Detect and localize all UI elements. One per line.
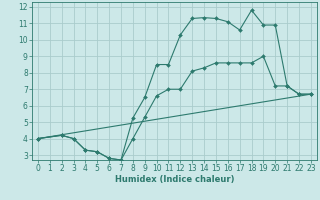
X-axis label: Humidex (Indice chaleur): Humidex (Indice chaleur) (115, 175, 234, 184)
